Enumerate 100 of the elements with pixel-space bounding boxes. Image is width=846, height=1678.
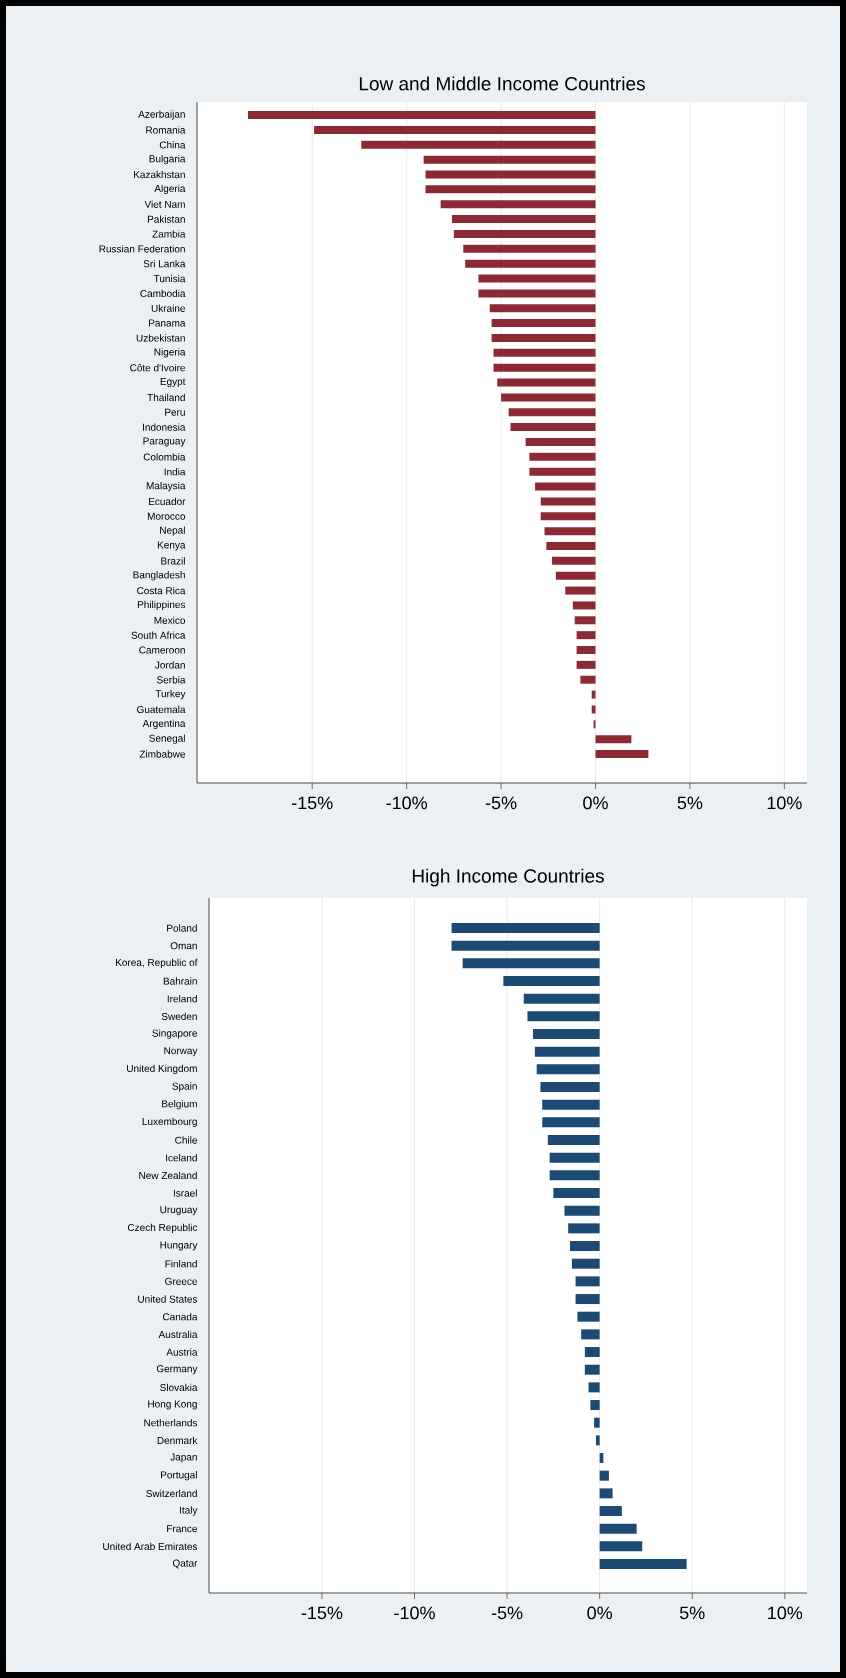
x-tick-label: 5% <box>677 796 703 810</box>
y-tick-label: Serbia <box>157 676 186 684</box>
y-tick-label: Thailand <box>147 393 185 402</box>
y-tick-label: Kenya <box>157 541 186 551</box>
bar <box>564 1205 600 1216</box>
x-tick-label: -10% <box>394 1606 435 1620</box>
y-tick-label: Israel <box>173 1189 197 1197</box>
y-tick-label: Nepal <box>160 526 185 536</box>
y-tick-label: Greece <box>165 1277 198 1285</box>
y-tick-label: Switzerland <box>146 1489 197 1498</box>
bar <box>575 1276 600 1287</box>
bar <box>576 631 596 640</box>
y-tick-label: Mexico <box>154 616 186 624</box>
y-tick-label: United Arab Emirates <box>103 1542 198 1551</box>
y-tick-label: Zambia <box>152 230 186 238</box>
y-tick-label: Indonesia <box>143 423 186 431</box>
bar <box>546 541 596 550</box>
y-tick-label: Uruguay <box>160 1206 198 1216</box>
bar <box>478 289 596 298</box>
y-tick-label: Austria <box>166 1348 198 1356</box>
y-tick-label: Singapore <box>152 1029 198 1039</box>
y-tick-label: Uzbekistan <box>136 334 185 342</box>
x-tick-label: 5% <box>679 1606 705 1620</box>
bar <box>599 1470 609 1481</box>
y-tick-label: Morocco <box>147 512 186 520</box>
bar <box>462 958 600 969</box>
y-tick-label: Germany <box>156 1365 198 1375</box>
bar <box>534 1046 600 1057</box>
y-tick-label: Portugal <box>161 1471 197 1481</box>
bar <box>574 616 596 625</box>
y-tick-label: Jordan <box>155 661 185 669</box>
bar <box>536 1064 600 1075</box>
y-tick-label: Peru <box>165 408 185 416</box>
bar <box>451 215 596 224</box>
y-tick-label: United States <box>138 1295 198 1303</box>
y-tick-label: Sri Lanka <box>143 259 186 268</box>
y-tick-label: Italy <box>180 1506 198 1516</box>
bar <box>489 304 596 313</box>
bar <box>576 646 596 655</box>
y-tick-label: Bulgaria <box>149 154 186 165</box>
bar <box>540 497 596 506</box>
y-tick-label: Senegal <box>149 734 185 744</box>
y-tick-label: Zimbabwe <box>139 750 186 758</box>
y-tick-label: Ireland <box>167 995 197 1003</box>
bar <box>549 1170 600 1181</box>
bar <box>529 467 596 476</box>
bar <box>599 1559 687 1570</box>
bar <box>599 1506 622 1517</box>
y-tick-label: Algeria <box>154 184 186 195</box>
bar <box>542 1117 600 1128</box>
bar <box>568 1223 600 1234</box>
bar <box>533 1029 600 1040</box>
bar <box>540 1082 600 1093</box>
y-tick-label: Luxembourg <box>142 1117 197 1128</box>
y-tick-label: Russian Federation <box>99 245 185 253</box>
y-tick-label: Czech Republic <box>127 1223 198 1234</box>
y-tick-label: Norway <box>164 1047 198 1057</box>
bar <box>535 482 596 491</box>
y-tick-label: Korea, Republic of <box>116 958 198 969</box>
y-tick-label: Iceland <box>166 1154 197 1162</box>
bar <box>570 1241 600 1252</box>
bar <box>478 274 596 283</box>
y-tick-label: Côte d'Ivoire <box>130 363 185 372</box>
y-tick-label: Cameroon <box>139 646 185 654</box>
bar <box>425 185 596 194</box>
chart-title: Low and Middle Income Countries <box>359 76 645 91</box>
y-tick-label: Tunisia <box>153 274 186 283</box>
bar <box>575 1294 600 1305</box>
y-tick-label: Cambodia <box>140 289 186 298</box>
y-tick-label: Oman <box>170 942 197 950</box>
bar <box>453 229 596 238</box>
y-tick-label: Spain <box>172 1082 197 1092</box>
y-tick-label: Hong Kong <box>148 1400 197 1410</box>
bar <box>588 1382 600 1393</box>
bar <box>510 423 596 432</box>
y-tick-label: Philippines <box>137 600 186 611</box>
chart-title: High Income Countries <box>412 868 604 887</box>
y-tick-label: Argentina <box>142 719 186 729</box>
bar <box>590 1400 600 1411</box>
bar <box>581 1329 600 1340</box>
bar <box>549 1152 600 1163</box>
bar <box>465 259 596 268</box>
y-tick-label: Hungary <box>160 1241 198 1251</box>
bar <box>497 378 596 387</box>
bar <box>580 675 596 684</box>
bar <box>501 393 596 402</box>
y-tick-label: Nigeria <box>154 348 186 358</box>
y-tick-label: Costa Rica <box>137 586 186 595</box>
y-tick-label: Malaysia <box>146 481 186 492</box>
bar <box>584 1364 600 1375</box>
y-tick-label: Colombia <box>143 453 186 461</box>
bar <box>527 1011 600 1022</box>
y-tick-label: India <box>164 468 186 476</box>
y-tick-label: Romania <box>146 126 186 134</box>
y-tick-label: United Kingdom <box>127 1064 197 1075</box>
y-tick-label: Belgium <box>162 1100 197 1110</box>
bar <box>552 556 596 565</box>
y-tick-label: France <box>167 1525 198 1533</box>
bar <box>529 452 596 461</box>
bar <box>493 348 596 357</box>
